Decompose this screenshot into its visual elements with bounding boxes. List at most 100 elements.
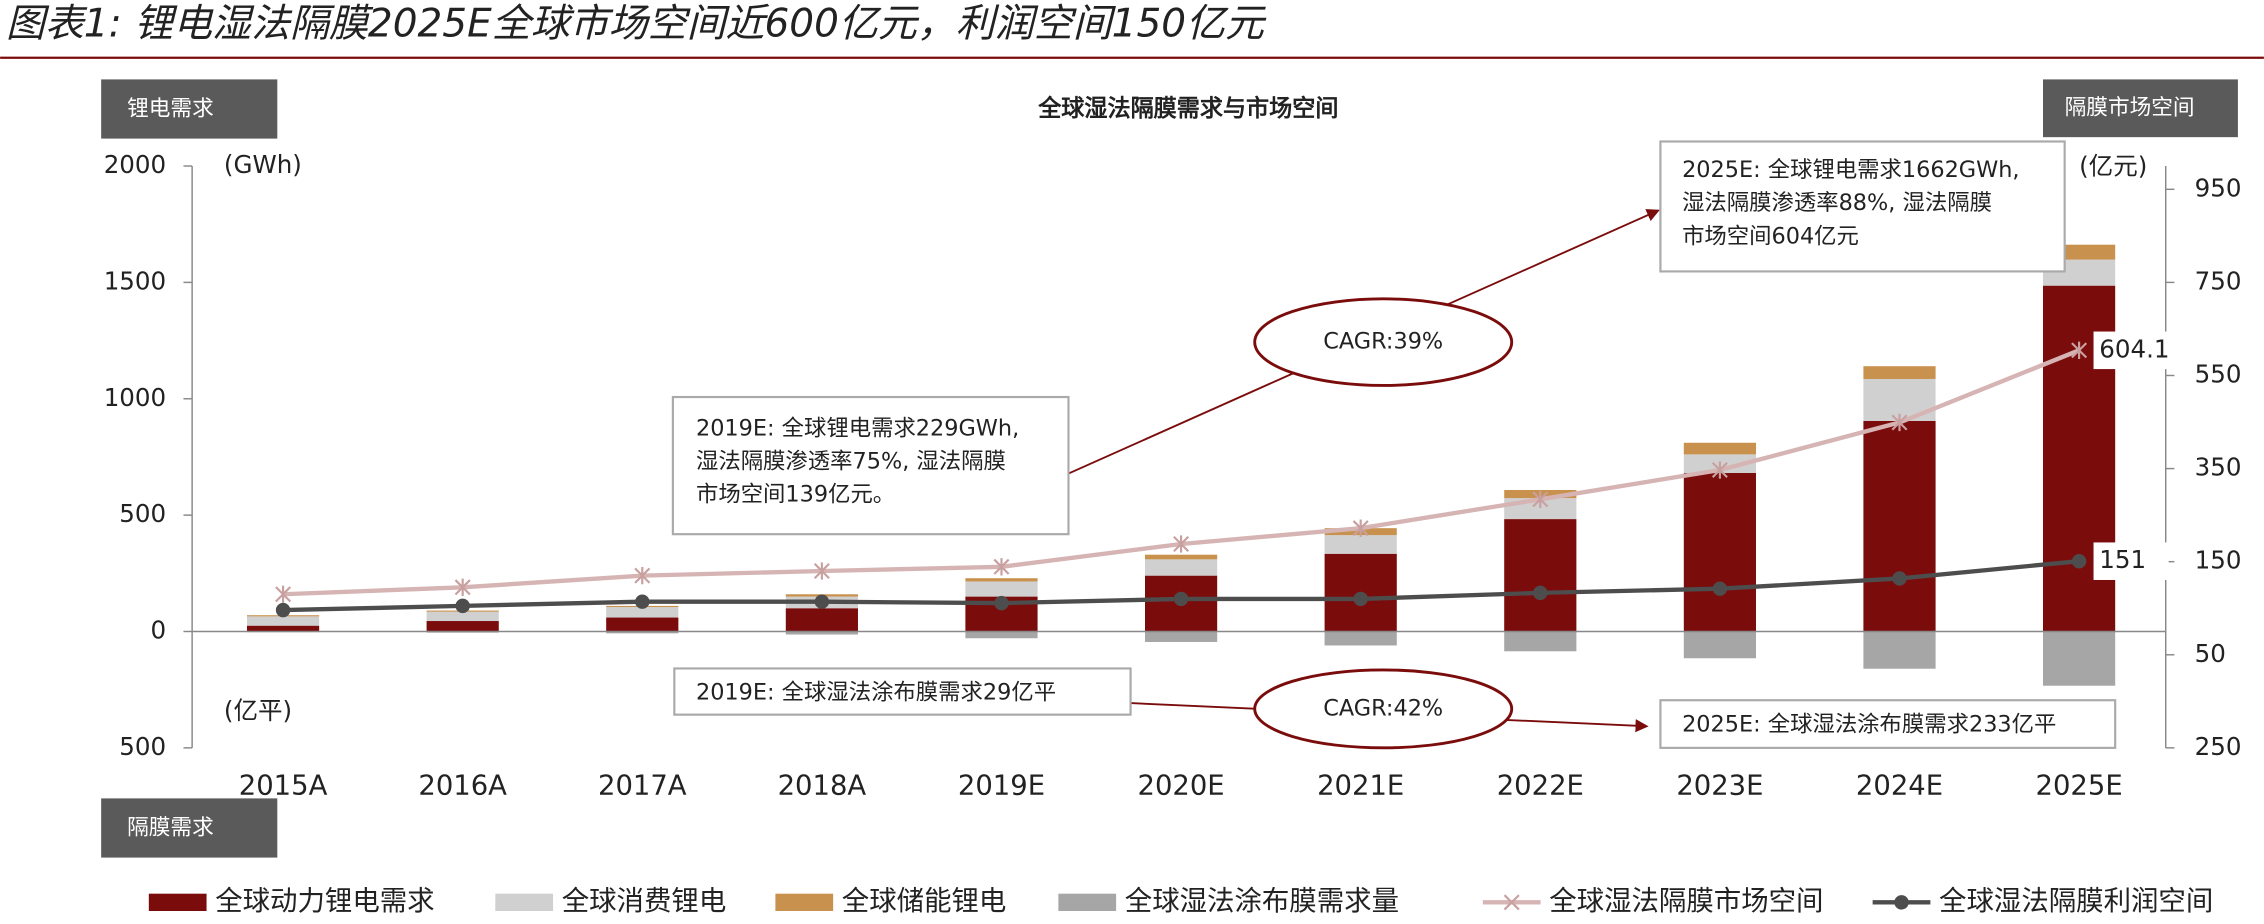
bar <box>965 631 1038 639</box>
x-tick-label: 2015A <box>239 770 328 801</box>
annotation-box <box>671 395 1070 536</box>
y-unit-lower: (亿平) <box>224 696 292 725</box>
annotation-text: 湿法隔膜渗透率88%, 湿法隔膜 <box>1682 190 1992 216</box>
y-tick-label: 500 <box>119 499 166 528</box>
x-tick-label: 2021E <box>1317 770 1404 801</box>
marker <box>1173 535 1190 553</box>
marker <box>634 566 651 585</box>
marker <box>635 594 650 609</box>
legend-marker <box>1503 894 1520 911</box>
bar <box>2043 631 2116 686</box>
x-tick-label: 2024E <box>1856 770 1943 801</box>
y2-tick-label: 750 <box>2195 266 2242 295</box>
bar <box>785 631 858 635</box>
bar <box>1863 420 1936 632</box>
x-tick-label: 2018A <box>778 770 867 801</box>
bar <box>1144 559 1218 576</box>
bar <box>1863 631 1936 669</box>
annotation-text: 2019E: 全球湿法涂布膜需求29亿平 <box>696 679 1056 705</box>
annotation-text: 市场空间139亿元。 <box>696 482 895 508</box>
marker <box>2071 553 2087 569</box>
y-tick-label: 500 <box>119 732 166 761</box>
annotations: 2025E: 全球锂电需求1662GWh, 湿法隔膜渗透率88%, 湿法隔膜市场空… <box>671 140 2117 750</box>
bar <box>1683 473 1756 632</box>
marker <box>1711 461 1728 479</box>
legend-swatch <box>775 893 834 912</box>
y-unit: (GWh) <box>224 150 302 179</box>
marker <box>275 585 292 603</box>
annotation-box <box>1659 699 2117 749</box>
bar <box>1683 631 1756 659</box>
legend-label: 全球动力锂电需求 <box>215 886 434 917</box>
bar <box>606 607 679 618</box>
bar <box>1863 366 1936 379</box>
marker <box>1173 591 1189 607</box>
bar <box>606 631 679 634</box>
marker <box>2071 341 2088 359</box>
y2-tick-label: 950 <box>2195 173 2242 202</box>
legend-label: 全球消费锂电 <box>562 886 727 917</box>
value-label-bg <box>2093 331 2169 370</box>
marker <box>455 598 470 614</box>
marker <box>1712 581 1728 596</box>
annotation-box <box>673 667 1132 716</box>
marker <box>275 602 291 618</box>
x-tick-label: 2023E <box>1676 770 1763 801</box>
x-tick-label: 2019E <box>958 770 1045 801</box>
bar <box>965 578 1038 582</box>
x-tick-label: 2022E <box>1497 770 1584 801</box>
marker <box>1892 571 1907 586</box>
marker <box>814 594 830 609</box>
annotation-text: 2025E: 全球锂电需求1662GWh, <box>1682 157 2019 183</box>
bar <box>426 611 499 622</box>
marker <box>994 595 1009 611</box>
annotation-text: 2019E: 全球锂电需求229GWh, <box>696 415 1019 441</box>
value-label: 151 <box>2099 545 2146 574</box>
marker <box>1891 413 1908 432</box>
annotation-text: 2025E: 全球湿法涂布膜需求233亿平 <box>1682 711 2056 737</box>
bar <box>426 621 499 632</box>
marker <box>993 558 1010 576</box>
legend-label: 全球湿法隔膜市场空间 <box>1549 886 1823 917</box>
y-tick-label: 1000 <box>104 383 166 412</box>
panel-label: 锂电需求 <box>127 97 214 122</box>
legend-label: 全球储能锂电 <box>842 886 1007 917</box>
value-label-bg <box>2093 542 2169 580</box>
panel-label-box <box>101 798 278 858</box>
legend-marker <box>1894 895 1909 910</box>
x-tick-label: 2025E <box>2036 770 2123 801</box>
annotation-box <box>1659 140 2066 273</box>
bar <box>1144 631 1218 642</box>
panel-label-box <box>101 79 278 139</box>
bar <box>1504 519 1577 632</box>
x-tick-label: 2016A <box>418 770 507 801</box>
y-tick-label: 2000 <box>104 150 166 179</box>
bar <box>1144 554 1218 560</box>
marker <box>454 578 471 596</box>
cagr-ellipse <box>1253 668 1514 750</box>
y2-tick-label: 50 <box>2195 639 2226 668</box>
bar <box>606 617 679 632</box>
marker <box>1353 591 1368 607</box>
legend-swatch <box>1058 893 1117 912</box>
legend-label: 全球湿法隔膜利润空间 <box>1939 886 2213 917</box>
bar <box>1324 631 1397 646</box>
y2-tick-label: 250 <box>2195 732 2242 761</box>
plot: 500 0 500 1000 1500 2000 250 50 150 350 550 750 950 2… <box>104 150 2242 801</box>
marker <box>1532 490 1549 508</box>
annotation-text: 市场空间604亿元 <box>1682 223 1859 249</box>
bar <box>246 625 320 632</box>
x-tick-label: 2017A <box>598 770 687 801</box>
chart-title: 图表1: 锂电湿法隔膜2025E全球市场空间近600亿元，利润空间150亿元 <box>6 1 1267 46</box>
cagr-ellipse <box>1253 297 1514 387</box>
y2-unit: (亿元) <box>2079 151 2147 180</box>
y2-tick-label: 350 <box>2195 453 2242 482</box>
panel-label: 隔膜需求 <box>127 816 214 841</box>
bar <box>1683 442 1756 455</box>
y-tick-label: 1500 <box>104 266 166 295</box>
panel-label: 隔膜市场空间 <box>2065 95 2195 120</box>
legend: 全球动力锂电需求 全球消费锂电 全球储能锂电 全球湿法涂布膜需求量 全球湿法隔膜市场空间… <box>148 886 2213 917</box>
annotation-text: CAGR:39% <box>1323 329 1443 355</box>
legend-swatch <box>495 893 554 912</box>
